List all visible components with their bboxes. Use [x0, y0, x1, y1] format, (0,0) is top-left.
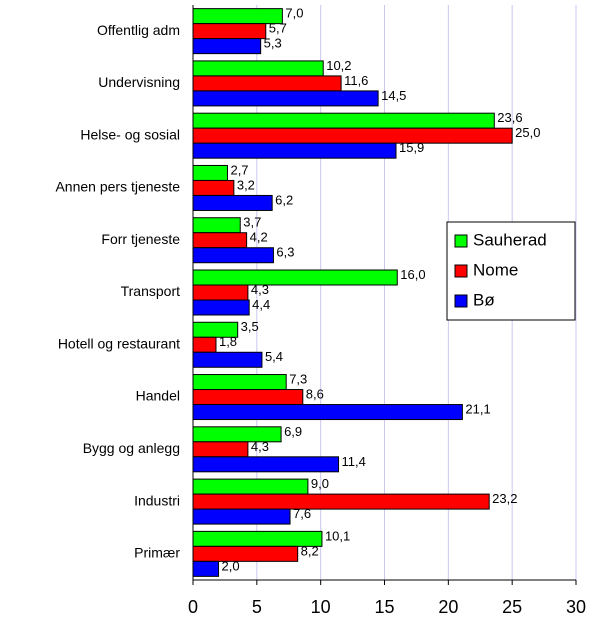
- bar: [192, 284, 249, 301]
- value-label: 6,9: [284, 424, 302, 439]
- value-label: 3,5: [241, 319, 259, 334]
- value-label: 8,6: [306, 386, 324, 401]
- value-label: 23,6: [497, 110, 522, 125]
- bar: [192, 389, 304, 406]
- legend-swatch: [454, 264, 468, 278]
- value-label: 3,7: [243, 215, 261, 230]
- x-tick-label: 5: [252, 597, 262, 617]
- bar: [192, 456, 340, 473]
- y-tick-label: Bygg og anlegg: [83, 440, 180, 456]
- bar: [192, 232, 248, 249]
- value-label: 5,4: [265, 349, 283, 364]
- bar: [192, 374, 287, 391]
- legend-label: Sauherad: [473, 230, 547, 249]
- bar: [192, 142, 397, 159]
- bar: [192, 269, 398, 286]
- value-label: 4,3: [251, 439, 269, 454]
- x-tick-label: 15: [374, 597, 394, 617]
- bar: [192, 90, 379, 107]
- value-label: 16,0: [400, 267, 425, 282]
- bar: [192, 217, 241, 234]
- value-label: 25,0: [515, 125, 540, 140]
- value-label: 15,9: [399, 140, 424, 155]
- value-label: 3,2: [237, 177, 255, 192]
- bar: [192, 404, 463, 421]
- value-label: 14,5: [381, 88, 406, 103]
- x-tick-label: 10: [311, 597, 331, 617]
- bar: [192, 38, 262, 55]
- y-tick-label: Industri: [134, 492, 180, 508]
- value-label: 1,8: [219, 334, 237, 349]
- legend-label: Nome: [473, 260, 518, 279]
- value-label: 5,7: [269, 21, 287, 36]
- legend-swatch: [454, 294, 468, 308]
- value-label: 4,2: [250, 230, 268, 245]
- bar: [192, 560, 220, 577]
- value-label: 7,3: [289, 371, 307, 386]
- y-tick-label: Hotell og restaurant: [58, 335, 180, 351]
- y-tick-label: Primær: [134, 545, 180, 561]
- bar: [192, 545, 299, 562]
- y-tick-label: Forr tjeneste: [101, 231, 180, 247]
- bar: [192, 112, 495, 129]
- value-label: 11,6: [344, 73, 368, 88]
- bar: [192, 508, 291, 525]
- y-tick-label: Handel: [136, 388, 180, 404]
- bar: [192, 164, 228, 181]
- value-label: 7,6: [293, 506, 311, 521]
- bar: [192, 75, 342, 92]
- bar: [192, 441, 249, 458]
- value-label: 11,4: [342, 454, 366, 469]
- x-tick-label: 25: [502, 597, 522, 617]
- x-tick-label: 20: [438, 597, 458, 617]
- legend-swatch: [454, 234, 468, 248]
- x-tick-label: 30: [566, 597, 586, 617]
- y-tick-label: Transport: [121, 283, 181, 299]
- value-label: 8,2: [301, 543, 319, 558]
- x-tick-label: 0: [188, 597, 198, 617]
- value-label: 2,7: [230, 162, 248, 177]
- bar: [192, 493, 490, 510]
- legend-label: Bø: [473, 290, 495, 309]
- bar: [192, 351, 263, 368]
- value-label: 4,4: [252, 297, 270, 312]
- value-label: 10,1: [325, 528, 350, 543]
- value-label: 5,3: [264, 36, 282, 51]
- bar: [192, 23, 267, 40]
- y-tick-label: Offentlig adm: [97, 22, 180, 38]
- bar: [192, 336, 217, 353]
- value-label: 21,1: [465, 401, 490, 416]
- bar: [192, 60, 324, 77]
- bar: [192, 194, 273, 211]
- bar: [192, 127, 513, 144]
- bar: [192, 247, 274, 264]
- bar: [192, 478, 309, 495]
- y-tick-label: Undervisning: [98, 74, 180, 90]
- value-label: 9,0: [311, 476, 329, 491]
- bar: [192, 299, 250, 316]
- value-label: 2,0: [222, 558, 240, 573]
- y-tick-label: Helse- og sosial: [80, 126, 180, 142]
- value-label: 7,0: [285, 6, 303, 21]
- value-label: 4,3: [251, 282, 269, 297]
- value-label: 23,2: [492, 491, 517, 506]
- legend-box: [446, 221, 576, 321]
- value-label: 10,2: [326, 58, 351, 73]
- value-label: 6,3: [276, 245, 294, 260]
- y-tick-label: Annen pers tjeneste: [55, 179, 180, 195]
- bar: [192, 179, 235, 196]
- value-label: 6,2: [275, 192, 293, 207]
